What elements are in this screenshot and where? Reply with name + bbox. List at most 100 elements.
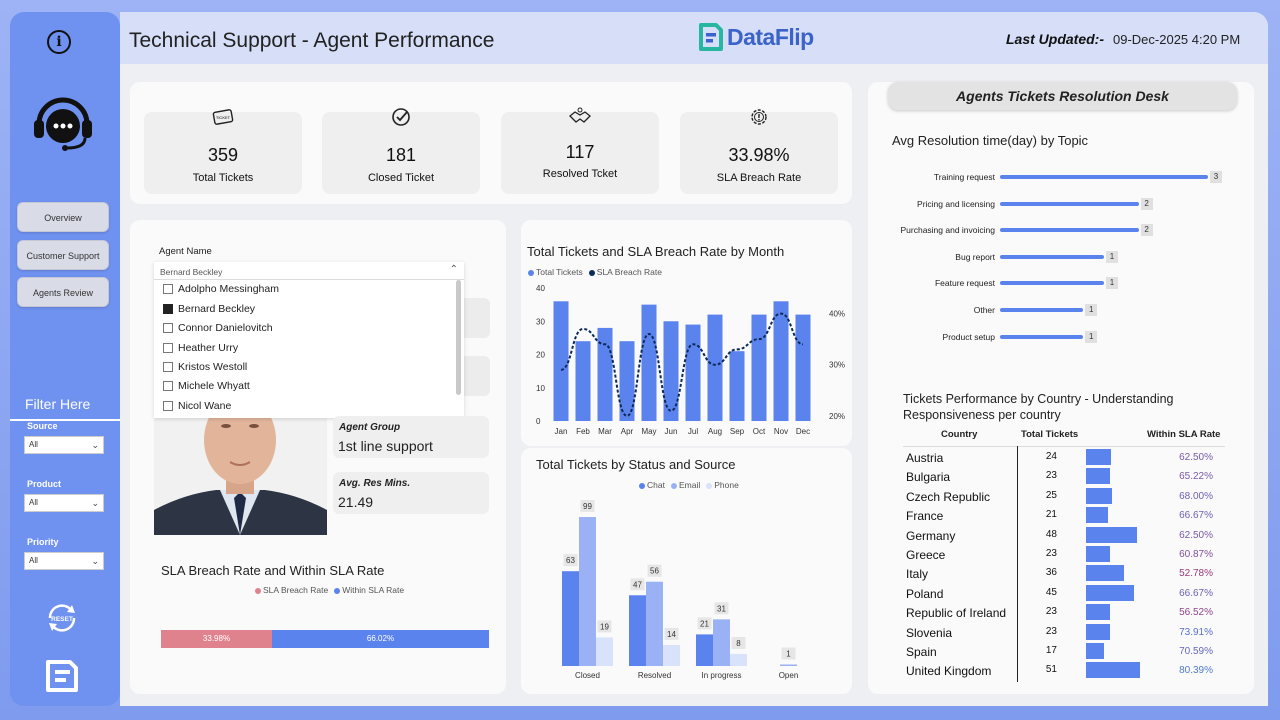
agent-option[interactable]: Michele Whyatt [163, 380, 250, 392]
x-tick-label: Jun [665, 427, 678, 436]
data-label-bg [647, 564, 662, 577]
rate-cell: 73.91% [1179, 626, 1213, 638]
agent-option[interactable]: Nicol Wane [163, 400, 231, 412]
kpi-value: 359 [207, 145, 239, 165]
product-filter-label: Product [27, 479, 62, 489]
topic-label: Product setup [942, 331, 995, 342]
sla-rate-title: SLA Breach Rate and Within SLA Rate [161, 563, 385, 578]
topic-value-label: 2 [1140, 197, 1153, 210]
table-row: Austria 24 62.50% [903, 448, 1225, 467]
country-cell: Austria [906, 451, 944, 465]
data-label-bg [630, 578, 645, 591]
kpi-value: 181 [385, 145, 417, 165]
topic-value-label: 1 [1106, 250, 1118, 263]
country-cell: United Kingdom [906, 664, 992, 679]
data-label-bg [781, 647, 796, 660]
nav-agents-review-button[interactable]: Agents Review [17, 277, 109, 307]
data-label: 8 [736, 639, 741, 648]
data-label: 99 [583, 502, 592, 511]
rate-cell: 65.22% [1179, 471, 1213, 483]
y2-tick-label: 30% [829, 361, 845, 370]
total-bar [1086, 623, 1111, 640]
checkbox-checked[interactable] [163, 304, 173, 314]
rate-cell: 80.39% [1179, 665, 1213, 677]
table-divider [903, 446, 1225, 447]
priority-filter-select[interactable]: All ⌄ [24, 552, 104, 570]
rate-cell: 68.00% [1179, 490, 1213, 502]
country-cell: Republic of Ireland [906, 606, 1007, 621]
total-cell: 25 [1045, 489, 1057, 501]
col-header-rate: Within SLA Rate [1147, 429, 1221, 440]
data-label: 14 [667, 630, 676, 639]
monthly-bar [597, 327, 613, 421]
total-bar [1086, 584, 1134, 601]
product-filter-select[interactable]: All ⌄ [24, 494, 104, 512]
checkbox[interactable] [163, 381, 173, 391]
topic-bar [1000, 254, 1104, 259]
dropdown-scrollbar[interactable] [456, 280, 461, 395]
total-cell: 51 [1045, 664, 1057, 676]
brand-logo: DataFlip [698, 22, 814, 52]
status-bar [579, 517, 596, 666]
header: Technical Support - Agent Performance Da… [120, 12, 1268, 64]
x-tick-label: Mar [598, 427, 612, 436]
monthly-bar [707, 314, 723, 421]
monthly-legend: Total Tickets SLA Breach Rate [528, 267, 662, 277]
priority-filter-label: Priority [27, 537, 59, 547]
data-label: 1 [786, 649, 791, 658]
chevron-down-icon: ⌄ [91, 440, 99, 450]
topic-label: Bug report [955, 251, 995, 262]
agent-option[interactable]: Kristos Westoll [163, 361, 247, 373]
reset-button[interactable]: RESET [44, 600, 80, 636]
topic-value-label: 2 [1140, 224, 1153, 237]
legend-item: SLA Breach Rate [255, 585, 328, 595]
monthly-bar [619, 341, 635, 421]
nav-overview-button[interactable]: Overview [17, 202, 109, 232]
filter-title: Filter Here [25, 396, 91, 412]
nav-customer-support-button[interactable]: Customer Support [17, 240, 109, 270]
topic-value-label: 1 [1106, 277, 1118, 290]
check-circle-icon [392, 108, 410, 126]
data-label: 31 [717, 604, 726, 613]
total-bar [1086, 449, 1112, 465]
avg-res-value: 21.49 [338, 494, 374, 510]
table-row: Bulgaria 23 65.22% [903, 467, 1225, 486]
table-row: Greece 23 60.87% [903, 545, 1225, 564]
monthly-bar [553, 301, 569, 421]
rate-cell: 66.67% [1179, 510, 1213, 522]
x-tick-label: Oct [753, 427, 766, 436]
agent-option[interactable]: Connor Danielovitch [163, 322, 273, 334]
total-bar [1086, 546, 1111, 562]
country-cell: Bulgaria [906, 470, 951, 485]
handshake-icon [569, 107, 591, 123]
kpi-label: Resolved Tcket [542, 168, 618, 180]
data-label-bg [731, 636, 746, 649]
sla-stacked-bar: 33.98% 66.02% [161, 630, 489, 648]
status-legend: Chat Email Phone [639, 480, 739, 490]
checkbox[interactable] [163, 401, 173, 411]
checkbox[interactable] [163, 323, 173, 333]
topic-bar [1000, 201, 1139, 206]
checkbox[interactable] [163, 343, 173, 353]
checkbox[interactable] [163, 284, 173, 294]
chevron-up-icon[interactable]: ⌃ [449, 264, 458, 275]
source-filter-select[interactable]: All ⌄ [24, 436, 104, 454]
y-tick-label: 40 [536, 284, 545, 293]
agent-option[interactable]: Heather Urry [163, 342, 238, 354]
legend-item: Chat [639, 480, 665, 490]
sla-breach-segment: 33.98% [161, 630, 272, 648]
agent-photo [154, 418, 327, 535]
info-icon[interactable]: i [47, 30, 71, 54]
rate-cell: 62.50% [1179, 529, 1213, 541]
rate-cell: 52.78% [1179, 568, 1213, 580]
agent-option[interactable]: Bernard Beckley [163, 303, 255, 315]
page-title: Technical Support - Agent Performance [129, 29, 495, 52]
legend-item: Phone [706, 480, 739, 490]
total-cell: 21 [1045, 509, 1057, 521]
agent-name-dropdown[interactable]: Bernard Beckley ⌃ Adolpho Messingham Ber… [154, 262, 464, 418]
agent-option[interactable]: Adolpho Messingham [163, 283, 279, 295]
table-row: Germany 48 62.50% [903, 526, 1225, 545]
checkbox[interactable] [163, 362, 173, 372]
brand-name: DataFlip [727, 23, 814, 50]
source-filter-label: Source [27, 421, 58, 431]
